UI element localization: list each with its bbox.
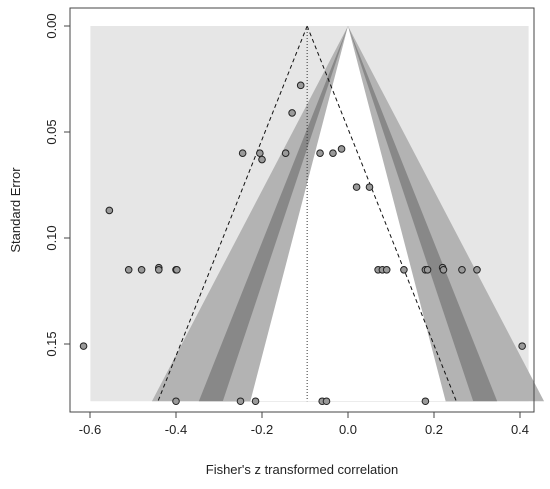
x-tick-label: -0.2 [251, 422, 273, 437]
x-tick-label: -0.6 [79, 422, 101, 437]
study-point [173, 266, 181, 274]
study-point [172, 397, 180, 406]
study-point [518, 342, 526, 350]
study-point [288, 109, 296, 117]
x-tick-label: 0.0 [339, 422, 357, 437]
y-tick-label: 0.10 [44, 225, 59, 250]
study-point [329, 149, 337, 157]
x-axis-title: Fisher's z transformed correlation [206, 462, 399, 477]
study-point [296, 81, 305, 90]
y-tick-label: 0.00 [44, 13, 59, 38]
non-significant-region [250, 26, 446, 402]
study-point [258, 155, 266, 164]
study-point [155, 266, 163, 274]
study-point [458, 266, 466, 274]
study-point [439, 266, 448, 274]
study-point [365, 183, 374, 191]
study-point [316, 149, 324, 157]
x-tick-label: -0.4 [165, 422, 187, 437]
study-point [382, 266, 391, 274]
study-point [105, 206, 114, 215]
study-point [256, 149, 264, 157]
y-tick-label: 0.15 [44, 331, 59, 356]
study-point [236, 397, 245, 406]
study-point [281, 149, 290, 157]
y-tick-label: 0.05 [44, 119, 59, 144]
funnel-left-dashed-line [157, 25, 308, 402]
study-point [251, 397, 260, 406]
study-point [352, 183, 361, 191]
x-tick-label: 0.4 [511, 422, 529, 437]
funnel-right-dashed-line [306, 25, 457, 402]
study-point [423, 266, 432, 274]
x-tick-label: 0.2 [425, 422, 443, 437]
study-point [473, 266, 481, 274]
study-point [238, 149, 247, 157]
study-point [79, 342, 88, 350]
study-point [137, 266, 146, 274]
study-point [400, 266, 408, 274]
study-point [124, 266, 133, 274]
plot-frame [69, 7, 535, 413]
study-point [421, 397, 430, 406]
y-axis-title: Standard Error [8, 167, 23, 253]
study-point [322, 397, 331, 406]
study-point [337, 145, 346, 153]
